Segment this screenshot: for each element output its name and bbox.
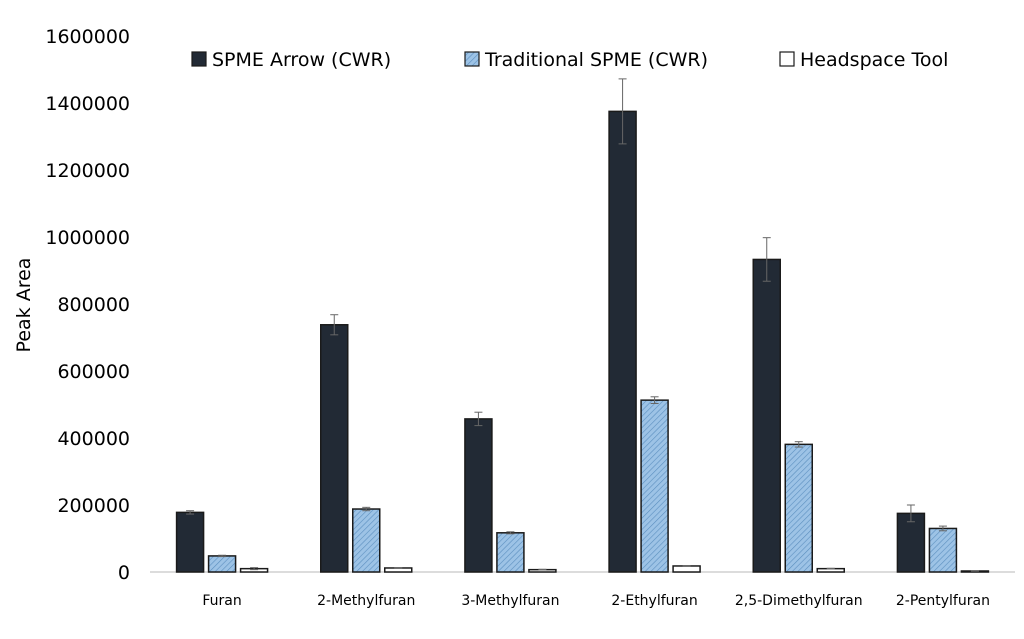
x-tick-label: 2,5-Dimethylfuran [735,593,863,609]
y-tick-label: 1200000 [45,160,130,182]
legend-label: SPME Arrow (CWR) [212,49,391,71]
legend-item: Headspace Tool [780,49,948,71]
y-tick-label: 0 [118,562,130,584]
bar-1-5 [929,528,956,572]
legend-swatch [465,52,479,66]
bar-0-3 [609,111,636,572]
x-tick-label: 3-Methylfuran [461,593,559,609]
error-bar [683,566,691,567]
bar-1-1 [353,509,380,572]
x-tick-label: 2-Ethylfuran [611,593,697,609]
bar-0-1 [321,325,348,572]
legend-item: SPME Arrow (CWR) [192,49,391,71]
bar-1-3 [641,400,668,572]
y-tick-label: 1000000 [45,227,130,249]
legend-swatch [192,52,206,66]
legend-item: Traditional SPME (CWR) [465,49,708,71]
y-axis-label: Peak Area [13,258,35,353]
x-axis-labels: Furan 2-Methylfuran 3-Methylfuran 2-Ethylfu… [202,593,990,609]
y-tick-label: 1400000 [45,93,130,115]
bar-0-0 [177,512,204,572]
bars [177,79,989,572]
bar-1-0 [209,556,236,572]
bar-1-2 [497,533,524,572]
legend: SPME Arrow (CWR) Traditional SPME (CWR) He… [192,49,948,71]
error-bar [827,568,835,569]
legend-label: Headspace Tool [800,49,948,71]
x-tick-label: Furan [202,593,241,609]
y-tick-label: 200000 [57,495,130,517]
error-bar [394,568,402,569]
bar-0-4 [753,259,780,572]
x-tick-label: 2-Methylfuran [317,593,415,609]
legend-swatch [780,52,794,66]
x-tick-label: 2-Pentylfuran [896,593,990,609]
y-tick-label: 600000 [57,361,130,383]
legend-label: Traditional SPME (CWR) [484,49,708,71]
y-tick-label: 1600000 [45,26,130,48]
bar-1-4 [785,444,812,572]
y-tick-label: 400000 [57,428,130,450]
bar-0-2 [465,419,492,572]
error-bar [538,569,546,570]
bar-2-3 [673,566,700,572]
y-tick-label: 800000 [57,294,130,316]
y-axis: 0 200000 400000 600000 800000 1000000 1200000 1… [45,26,130,584]
